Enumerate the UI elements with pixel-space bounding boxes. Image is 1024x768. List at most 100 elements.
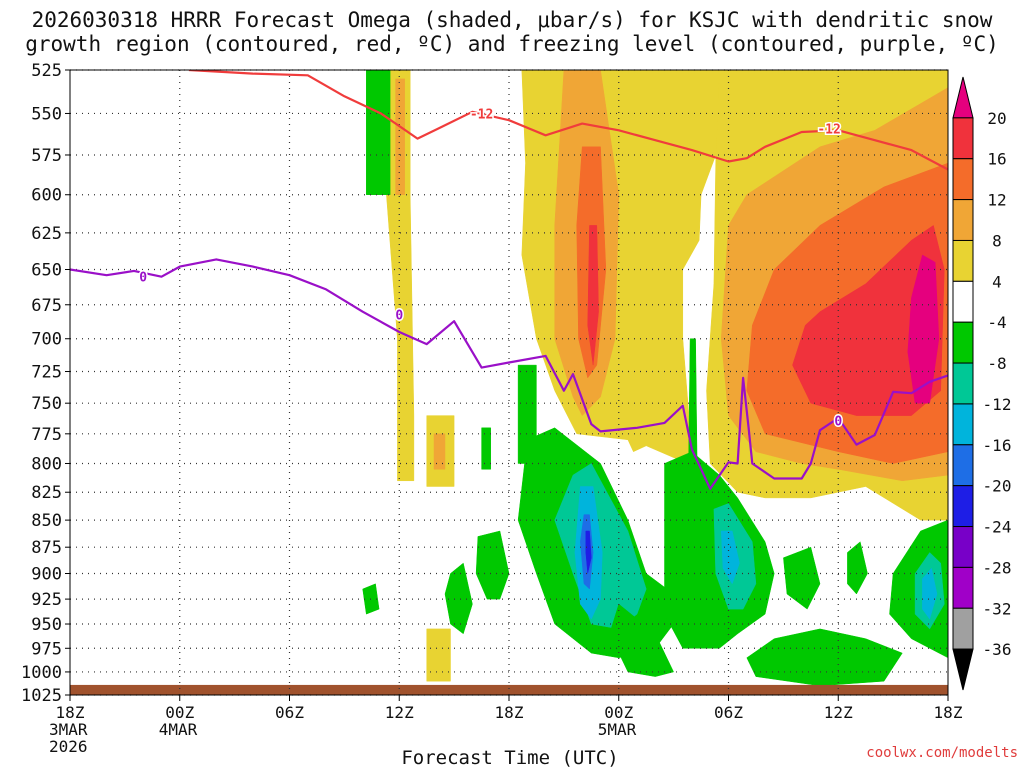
y-tick-label-675: 675 [31,296,62,316]
omega-region-28 [847,541,868,595]
colorbar-label-1: 16 [987,150,1006,169]
colorbar-label-12: -32 [983,599,1012,618]
colorbar-label-0: 20 [987,109,1006,128]
omega-region-2 [521,70,738,464]
colorbar-label-6: -8 [987,354,1006,373]
y-tick-label-525: 525 [31,61,62,81]
y-tick-label-575: 575 [31,146,62,166]
omega-region-33 [609,603,674,677]
colorbar-label-8: -16 [983,436,1012,455]
colorbar: 20 16 12 8 4 -4 -8 -12 -16 -20 -24 -28 -32 -36 [952,76,1012,691]
x-tick-label-30-0: 00Z [604,703,633,722]
colorbar-segment-13 [952,607,974,650]
omega-region-34 [481,427,491,470]
y-tick-label-1000: 1000 [21,663,62,683]
x-tick-label-42-0: 12Z [824,703,853,722]
x-tick-label-24-0: 18Z [495,703,524,722]
colorbar-label-9: -20 [983,477,1012,496]
colorbar-label-5: -4 [987,313,1006,332]
omega-shading-layer [362,70,948,687]
y-tick-label-700: 700 [31,330,62,350]
colorbar-label-3: 8 [992,231,1002,250]
colorbar-segment-3 [952,199,974,241]
omega-region-32 [746,628,903,687]
x-tick-label-48-0: 18Z [934,703,963,722]
colorbar-segment-11 [952,526,974,568]
y-tick-label-850: 850 [31,511,62,531]
y-tick-label-650: 650 [31,261,62,281]
freezing-level-line-label-1: 0 [395,308,403,323]
terrain-layer [70,684,948,695]
colorbar-label-10: -24 [983,518,1012,537]
x-axis-label: Forecast Time (UTC) [401,747,618,768]
omega-region-24 [444,562,473,635]
x-tick-label-0-0: 18Z [56,703,85,722]
y-tick-label-625: 625 [31,224,62,244]
omega-region-19 [585,530,592,574]
x-tick-label-12-0: 06Z [275,703,304,722]
colorbar-segment-1 [952,117,974,160]
omega-region-26 [475,530,510,600]
colorbar-label-13: -36 [983,640,1012,659]
dgz-contour-line [188,70,948,171]
x-tick-label-6-1: 4MAR [159,720,198,739]
colorbar-top-triangle [952,76,974,119]
colorbar-label-11: -28 [983,558,1012,577]
omega-region-5 [587,225,599,366]
y-tick-label-900: 900 [31,565,62,585]
y-tick-label-875: 875 [31,538,62,558]
colorbar-segment-9 [952,444,974,487]
dgz-contour-line-label-1: -12 [817,123,840,138]
dgz-contour-line-label-0: -12 [470,107,493,122]
freezing-level-line-label-0: 0 [139,271,147,286]
omega-region-22 [720,530,740,585]
colorbar-segment-8 [952,403,974,446]
y-tick-label-725: 725 [31,363,62,383]
colorbar-segment-10 [952,485,974,528]
colorbar-label-4: 4 [992,272,1002,291]
omega-region-0 [386,70,415,482]
colorbar-segment-6 [952,321,974,364]
x-tick-label-18-0: 12Z [385,703,414,722]
y-tick-label-825: 825 [31,483,62,503]
y-tick-label-775: 775 [31,425,62,445]
omega-region-35 [426,628,451,682]
terrain-band [70,684,948,695]
x-tick-label-0-2: 2026 [49,737,88,756]
y-axis: 525 550 575 600 625 650 675 700 725 750 775 800 825 8… [21,61,70,706]
omega-region-31 [922,567,938,620]
watermark: coolwx.com/modelts [866,745,1018,761]
colorbar-segment-7 [952,362,974,405]
x-tick-label-0-1: 3MAR [49,720,88,739]
x-tick-label-6-0: 00Z [165,703,194,722]
colorbar-bottom-triangle [952,648,974,691]
contour-lines-layer: -12 -12 0 0 0 [70,70,948,490]
y-tick-label-800: 800 [31,454,62,474]
freezing-level-line [70,258,948,490]
y-tick-label-950: 950 [31,615,62,635]
y-tick-label-600: 600 [31,186,62,206]
omega-region-23 [688,338,698,510]
chart-title-line-1: 2026030318 HRRR Forecast Omega (shaded, … [31,8,993,32]
colorbar-segment-2 [952,158,974,201]
chart-title-line-2: growth region (contoured, red, ºC) and f… [25,32,999,56]
x-tick-label-30-1: 5MAR [598,720,637,739]
omega-region-13 [366,70,391,195]
y-tick-label-550: 550 [31,104,62,124]
x-tick-label-36-0: 06Z [714,703,743,722]
colorbar-label-7: -12 [983,395,1012,414]
freezing-level-line-label-2: 0 [834,414,842,429]
omega-region-7 [433,433,446,470]
colorbar-segment-12 [952,566,974,609]
colorbar-segment-4 [952,239,974,282]
omega-region-1 [395,78,405,195]
colorbar-segment-5 [952,280,974,323]
y-tick-label-975: 975 [31,639,62,659]
omega-region-27 [783,546,821,610]
colorbar-label-2: 12 [987,191,1006,210]
y-tick-label-925: 925 [31,590,62,610]
y-tick-label-1025: 1025 [21,686,62,706]
y-tick-label-750: 750 [31,394,62,414]
